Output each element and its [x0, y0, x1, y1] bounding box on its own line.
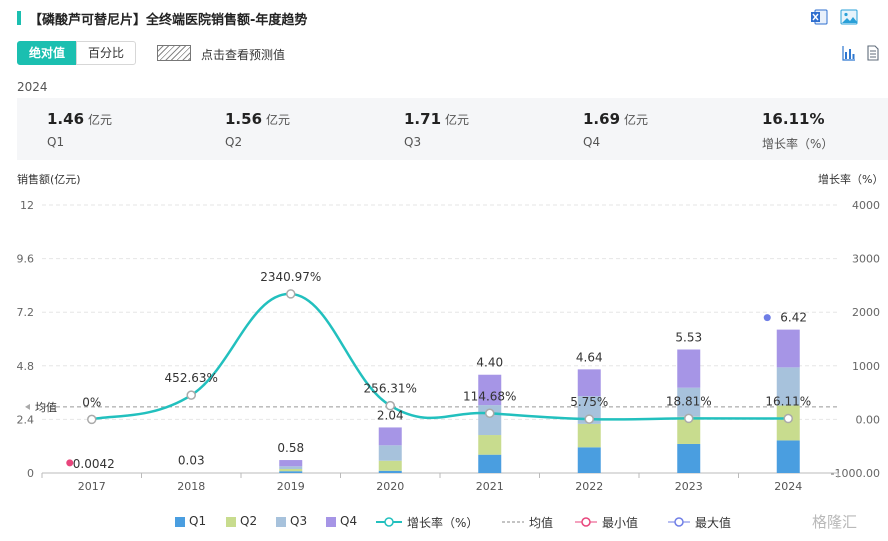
bar-segment-q3 — [378, 445, 402, 461]
x-tick-label: 2022 — [575, 480, 603, 493]
y-tick-label: 2.4 — [17, 413, 35, 426]
bar-segment-q2 — [279, 468, 303, 472]
bar-segment-q2 — [677, 416, 701, 444]
summary-label: Q3 — [404, 135, 422, 149]
growth-point — [385, 400, 395, 411]
y-tick-label: 7.2 — [17, 306, 35, 319]
y2-tick-label: 0.00 — [856, 413, 881, 426]
bar-segment-q1 — [378, 470, 402, 473]
growth-label: 114.68% — [463, 389, 516, 403]
total-label: 6.42 — [780, 311, 807, 325]
bar-segment-q1 — [279, 471, 303, 473]
total-label: 4.64 — [576, 350, 603, 364]
total-label: 0.03 — [178, 453, 205, 467]
summary-value: 1.69 亿元 — [583, 110, 649, 128]
growth-point — [87, 414, 97, 425]
bar-segment-q4 — [478, 374, 502, 406]
x-tick-label: 2021 — [476, 480, 504, 493]
total-label: 5.53 — [675, 330, 702, 344]
page-title: 【磷酸芦可替尼片】全终端医院销售额-年度趋势 — [29, 13, 308, 28]
y-tick-label: 9.6 — [17, 253, 35, 266]
x-tick-label: 2018 — [177, 480, 205, 493]
bar-segment-q4 — [378, 427, 402, 446]
summary-label: 增长率（%） — [762, 137, 834, 151]
growth-point — [684, 413, 694, 424]
absolute-toggle[interactable]: 绝对值 — [17, 41, 77, 65]
summary-year: 2024 — [17, 80, 48, 94]
x-tick-label: 2024 — [774, 480, 802, 493]
y2-tick-label: 4000 — [852, 199, 880, 212]
title-bar: 【磷酸芦可替尼片】全终端医院销售额-年度趋势 — [0, 0, 888, 36]
max-marker — [763, 314, 771, 322]
document-icon[interactable] — [866, 45, 880, 61]
total-label: 0.58 — [277, 441, 304, 455]
growth-point — [584, 414, 594, 424]
growth-point — [783, 413, 793, 424]
bar-segment-q3 — [776, 367, 800, 406]
bar-segment-q4 — [677, 349, 701, 388]
growth-line — [91, 292, 789, 421]
growth-point — [485, 408, 495, 419]
growth-point — [286, 289, 296, 299]
bar-segment-q2 — [478, 435, 502, 455]
growth-label: 0% — [82, 395, 101, 409]
watermark-logo: 格隆汇 — [812, 513, 858, 531]
y2-axis-title: 增长率（%） — [818, 173, 884, 186]
summary-value: 16.11% — [762, 110, 825, 128]
title-accent — [17, 11, 21, 25]
total-label: 2.04 — [377, 408, 404, 422]
growth-point — [186, 390, 196, 400]
summary-label: Q4 — [583, 135, 601, 149]
bar-segment-q4 — [776, 329, 800, 368]
bar-segment-q1 — [577, 447, 601, 473]
summary-value: 1.56 亿元 — [225, 110, 291, 128]
bar-segment-q1 — [478, 454, 502, 473]
growth-label: 5.75% — [570, 395, 608, 409]
bar-chart-icon[interactable] — [842, 45, 856, 61]
bar-segment-q4 — [577, 369, 601, 397]
forecast-hatch-icon[interactable] — [157, 45, 191, 61]
growth-label: 2340.97% — [260, 270, 321, 284]
forecast-link[interactable]: 点击查看预测值 — [201, 48, 286, 62]
excel-icon[interactable] — [810, 9, 828, 25]
summary-label: Q1 — [47, 135, 65, 149]
mean-marker — [25, 403, 30, 410]
growth-label: 452.63% — [165, 371, 218, 385]
y-axis-title: 销售额(亿元) — [17, 173, 81, 186]
total-label: 4.40 — [476, 356, 503, 370]
bar-segment-q3 — [279, 466, 303, 469]
y2-tick-label: 2000 — [852, 306, 880, 319]
x-tick-label: 2023 — [675, 480, 703, 493]
bar-segment-q3 — [677, 387, 701, 417]
y2-tick-label: 1000 — [852, 360, 880, 373]
y2-tick-label: -1000.00 — [831, 467, 880, 480]
bar-segment-q4 — [279, 460, 303, 467]
summary-value: 1.46 亿元 — [47, 110, 113, 128]
y-tick-label: 0 — [27, 467, 34, 480]
x-tick-label: 2017 — [78, 480, 106, 493]
summary-panel: 1.46 亿元 Q1 1.56 亿元 Q2 1.71 亿元 Q3 1.69 亿元 Q4 … — [17, 98, 888, 160]
bar-segment-q3 — [577, 396, 601, 424]
bar-segment-q2 — [378, 460, 402, 471]
growth-label: 16.11% — [765, 395, 811, 409]
mean-label: 均值 — [35, 401, 57, 414]
y2-tick-label: 3000 — [852, 253, 880, 266]
y-tick-label: 4.8 — [17, 360, 35, 373]
summary-value: 1.71 亿元 — [404, 110, 470, 128]
growth-label: 256.31% — [364, 382, 417, 396]
min-marker — [66, 459, 74, 467]
bar-segment-q1 — [677, 443, 701, 473]
percent-toggle[interactable]: 百分比 — [76, 41, 136, 65]
x-tick-label: 2019 — [277, 480, 305, 493]
bar-segment-q1 — [776, 440, 800, 473]
y-tick-label: 12 — [20, 199, 34, 212]
image-icon[interactable] — [840, 9, 858, 25]
x-tick-label: 2020 — [376, 480, 404, 493]
bar-segment-q2 — [577, 423, 601, 448]
total-label: 0.0042 — [73, 457, 115, 471]
growth-label: 18.81% — [666, 394, 712, 408]
summary-label: Q2 — [225, 135, 243, 149]
